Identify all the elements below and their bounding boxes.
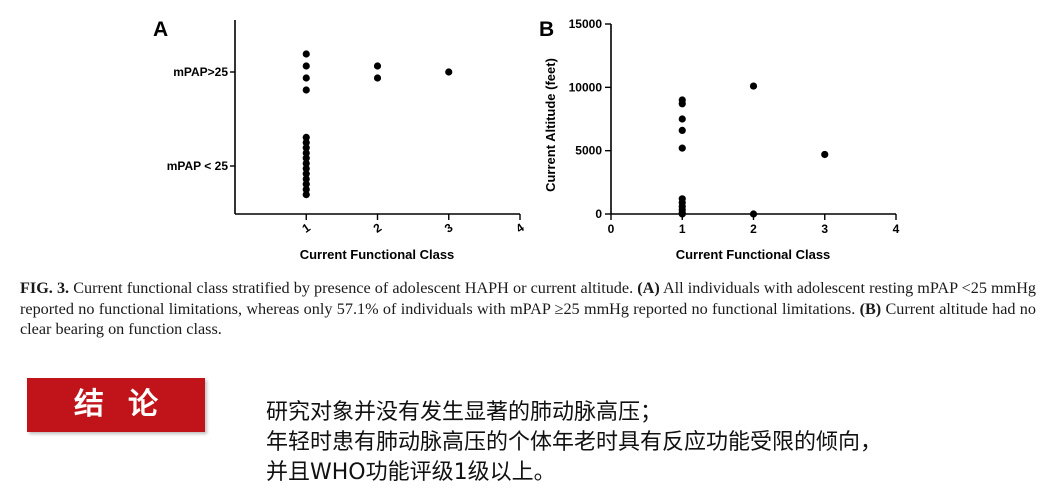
conclusion-line-2: 年轻时患有肺动脉高压的个体年老时具有反应功能受限的倾向，: [266, 430, 883, 455]
panel-b-y-tick-label: 10000: [569, 80, 603, 94]
figure-charts: A 1 2 3 4 mPAP>25 mPAP < 25 Current Functiona…: [153, 17, 900, 262]
conclusion-text: 研究对象并没有发生显著的肺动脉高压； 年轻时患有肺动脉高压的个体年老时具有反应功…: [266, 398, 882, 488]
panel-b-point: [749, 82, 758, 90]
panel-a-point: [302, 180, 310, 188]
panel-b-axes: [610, 24, 896, 215]
panel-a-x-tick-label: 3: [442, 220, 456, 235]
panel-a-y-tick-label: mPAP < 25: [167, 159, 229, 173]
panel-a-point: [302, 62, 310, 70]
panel-b-point: [821, 150, 829, 159]
panel-a-point: [302, 86, 310, 94]
panel-b-points: [678, 82, 829, 218]
panel-a-point: [302, 175, 310, 183]
panel-b-x-tick-label: 4: [893, 222, 900, 236]
panel-a-point: [302, 191, 310, 199]
panel-a-point: [445, 68, 453, 76]
caption-label: FIG. 3.: [20, 279, 70, 297]
panel-b-y-axis-title: Current Altitude (feet): [543, 58, 558, 192]
panel-a-point: [302, 185, 310, 193]
caption-text-1: Current functional class stratified by p…: [69, 279, 638, 297]
caption-text-3: Current altitude had no clear bearing on…: [20, 299, 1036, 339]
panel-b-y-tick-label: 15000: [569, 17, 603, 31]
panel-b-x-tick-label: 1: [679, 222, 686, 236]
panel-a-point: [373, 62, 382, 70]
conclusion-badge: 结论: [27, 378, 205, 432]
panel-a-point: [302, 139, 310, 147]
panel-b-point: [678, 115, 686, 123]
panel-b-y-tick-label: 0: [595, 207, 602, 221]
panel-b-x-tick-label: 3: [821, 222, 828, 236]
caption-panel-b-ref: (B): [859, 299, 882, 318]
panel-a-letter: A: [153, 18, 168, 41]
panel-a-x-axis-title: Current Functional Class: [300, 247, 455, 262]
panel-a-point: [302, 149, 310, 157]
panel-a-point: [302, 159, 310, 167]
panel-a-x-tick-label: 4: [513, 220, 527, 235]
panel-b-point: [678, 144, 686, 152]
panel-b-point: [678, 210, 686, 218]
figure-caption: FIG. 3. Current functional class stratif…: [20, 278, 1036, 340]
panel-a-point: [302, 74, 310, 82]
panel-b-x-tick-label: 0: [608, 222, 615, 236]
panel-b-point: [678, 100, 686, 108]
panel-a-y-tick-label: mPAP>25: [173, 65, 228, 79]
caption-panel-a-ref: (A): [637, 279, 660, 297]
panel-a-x-tick-label: 2: [371, 220, 385, 235]
panel-a-point: [302, 50, 310, 58]
conclusion-line-3: 并且WHO功能评级1级以上。: [266, 460, 556, 485]
panel-a-x-tick-label: 1: [299, 220, 313, 235]
panel-b-point: [678, 126, 686, 134]
panel-a-point: [302, 144, 310, 152]
conclusion-line-1: 研究对象并没有发生显著的肺动脉高压；: [266, 400, 663, 425]
panel-a-point: [373, 74, 382, 82]
panel-a-point: [302, 133, 310, 141]
conclusion-title: 结论: [74, 387, 182, 422]
panel-b-ticks: 0 1 2 3 4 0 5000 10000 15000: [569, 17, 900, 236]
panel-a-point: [302, 165, 310, 173]
panel-b-x-tick-label: 2: [750, 222, 757, 236]
caption-text-2: All individuals with adolescent resting …: [20, 279, 1037, 318]
panel-a-point: [302, 154, 310, 162]
panel-b-point: [749, 210, 758, 218]
panel-a-ticks: 1 2 3 4 mPAP>25 mPAP < 25: [167, 65, 527, 236]
panel-b-x-axis-title: Current Functional Class: [676, 247, 831, 262]
panel-b-y-tick-label: 5000: [575, 144, 602, 158]
panel-b-letter: B: [539, 18, 554, 41]
panel-a-points: [302, 50, 453, 199]
panel-a-point: [302, 170, 310, 178]
panel-a-axes: [234, 20, 520, 215]
